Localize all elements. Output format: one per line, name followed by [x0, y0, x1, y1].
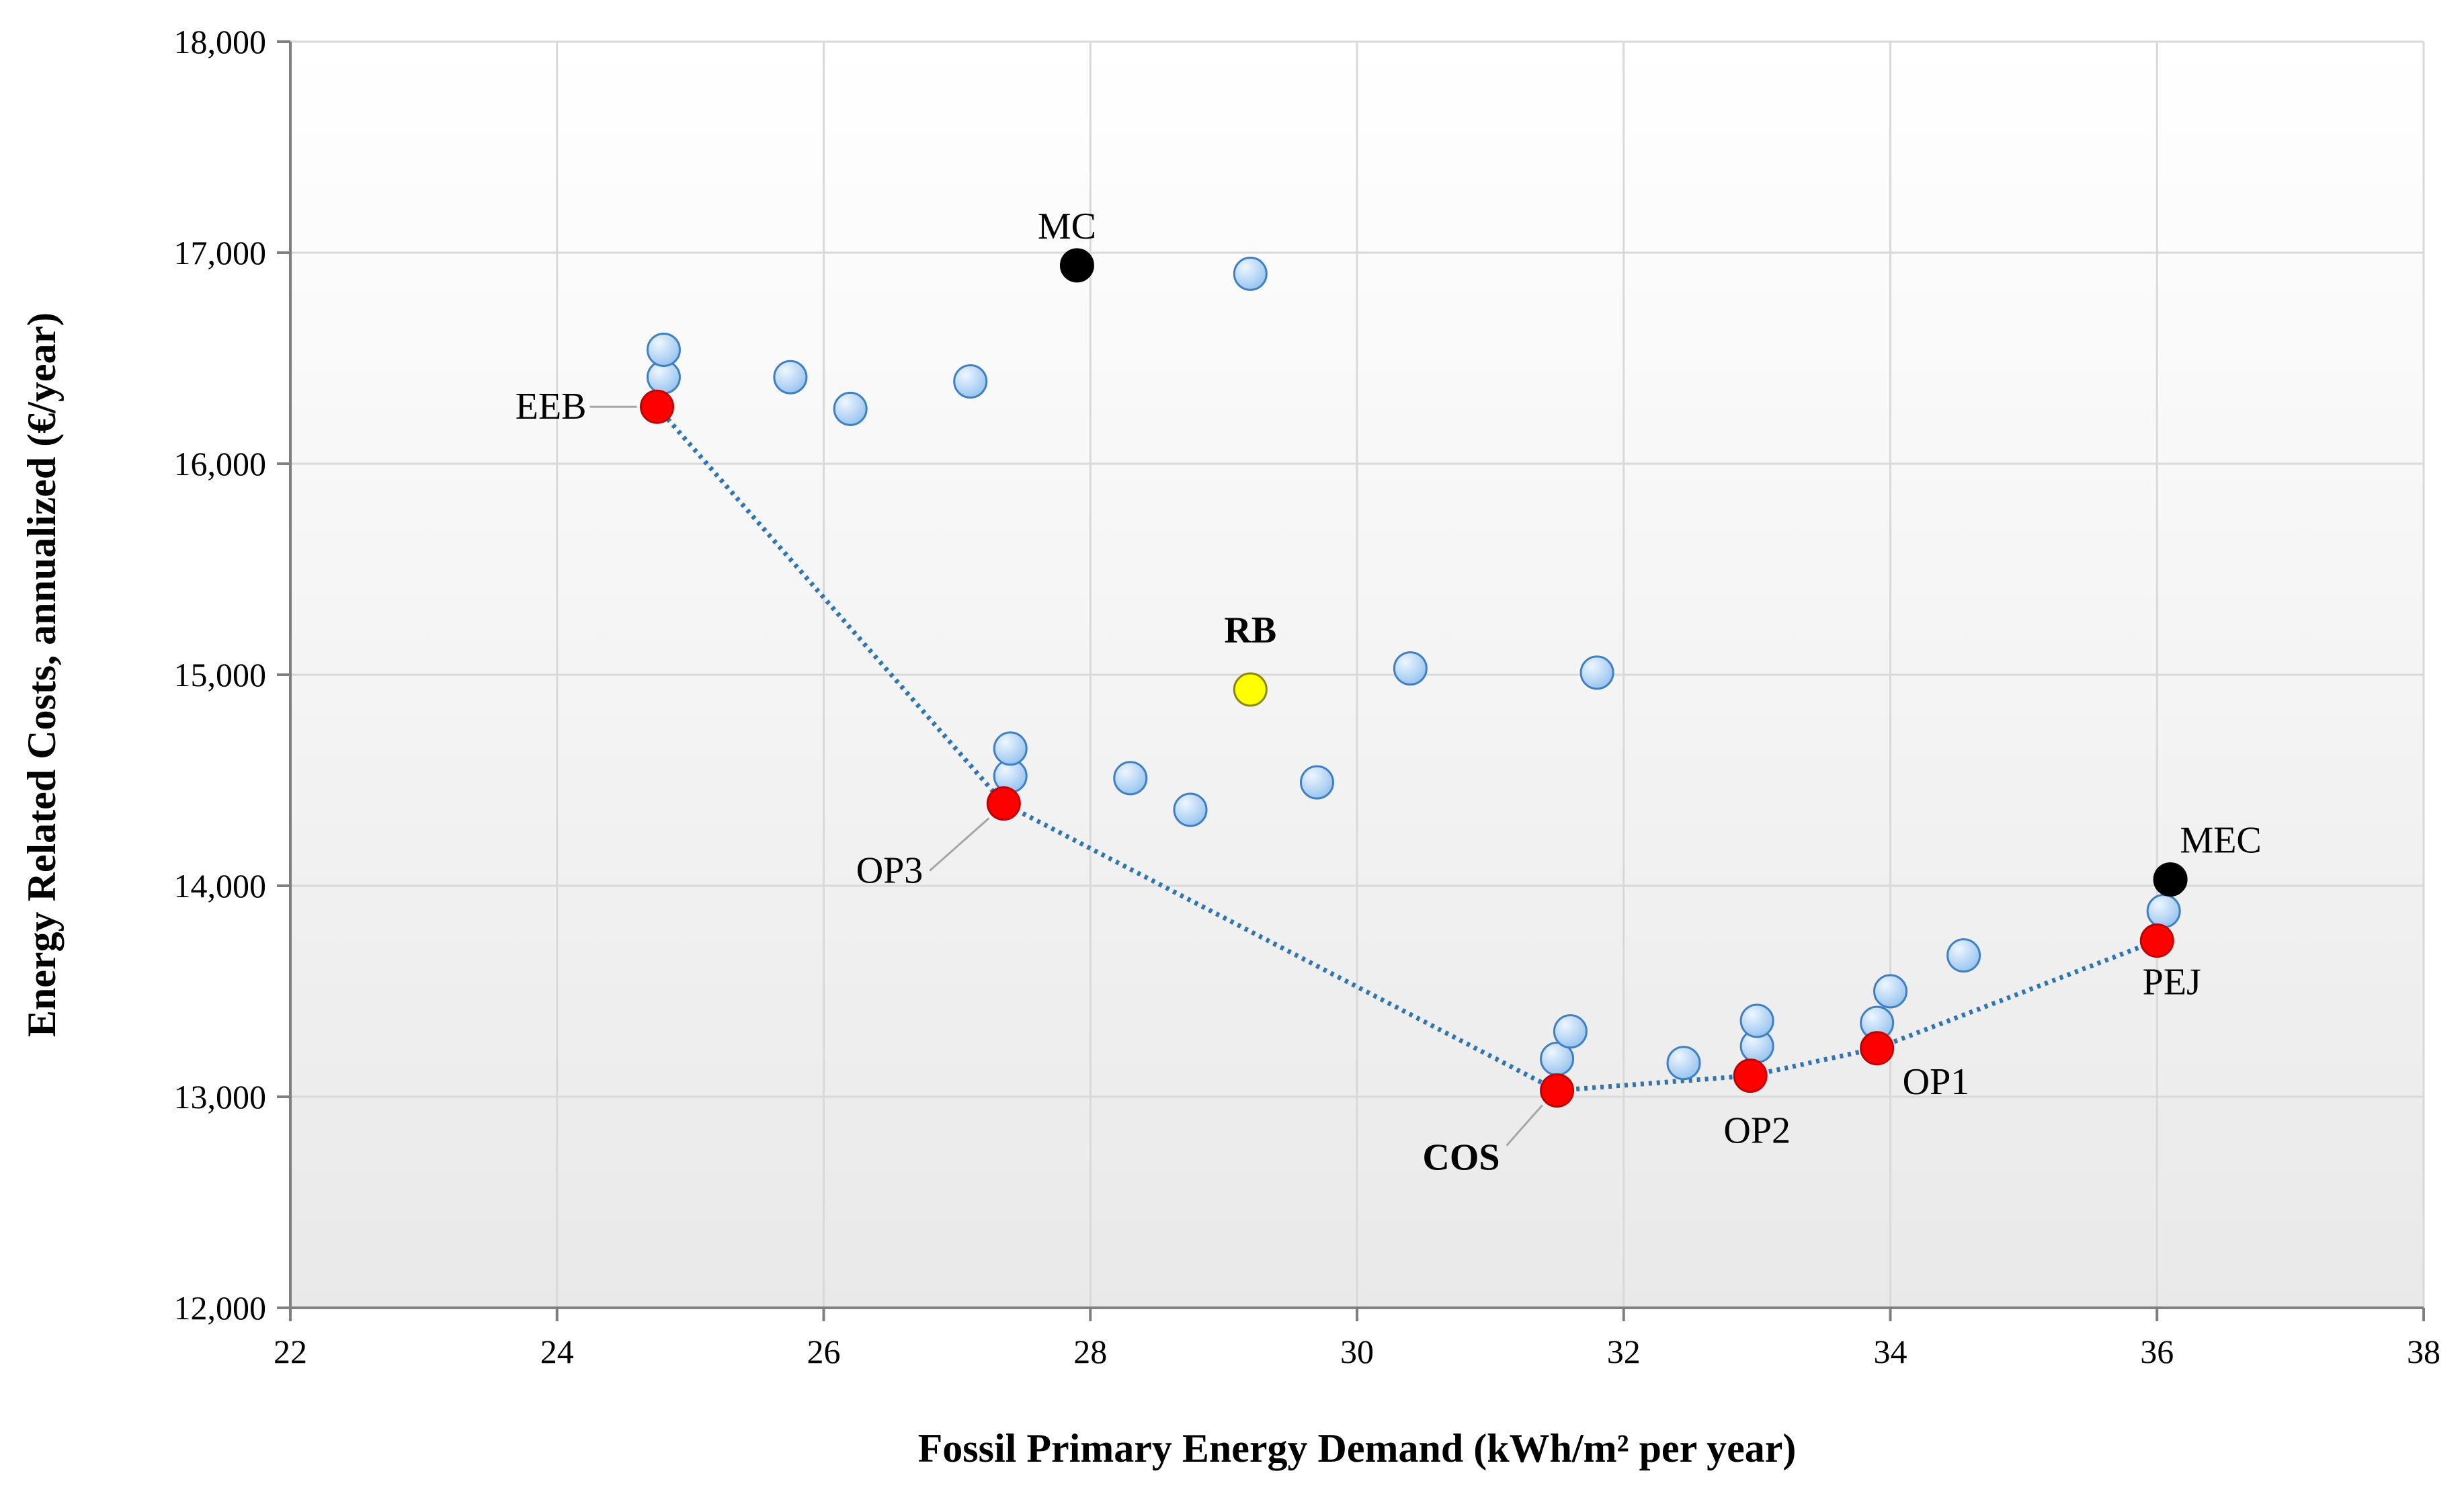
optimal-point-op1 — [1860, 1031, 1895, 1066]
y-tick-label: 15,000 — [174, 656, 267, 694]
candidate-point — [646, 332, 681, 367]
y-tick-label: 18,000 — [174, 23, 267, 60]
y-tick-label: 13,000 — [174, 1078, 267, 1116]
label-leader-op3 — [929, 817, 990, 872]
point-label-cos: COS — [1422, 1137, 1500, 1179]
label-leader-cos — [1506, 1104, 1543, 1147]
optimal-point-op3 — [986, 786, 1021, 821]
candidate-point — [1873, 974, 1907, 1009]
optimal-point-eeb — [640, 389, 675, 424]
candidate-point — [773, 360, 808, 394]
candidate-point — [1739, 1003, 1774, 1038]
candidate-point — [1393, 651, 1428, 686]
x-tick-label: 36 — [2140, 1333, 2174, 1370]
point-label-eeb: EEB — [516, 386, 587, 427]
candidate-point — [2146, 894, 2181, 929]
extreme-point-mc — [1059, 248, 1094, 283]
x-axis-title: Fossil Primary Energy Demand (kWh/m² per… — [918, 1426, 1797, 1470]
extreme-point-mec — [2153, 862, 2188, 897]
point-label-mc: MC — [1038, 206, 1096, 247]
candidate-point — [1113, 761, 1148, 796]
point-label-op2: OP2 — [1723, 1110, 1791, 1152]
data-points — [640, 248, 2188, 1108]
candidate-point — [1946, 938, 1981, 973]
y-tick-label: 16,000 — [174, 445, 267, 483]
point-labels: EEB OP3 COS OP2 OP1 PEJ RB MC MEC — [516, 206, 2262, 1179]
x-tick-label: 38 — [2407, 1333, 2440, 1370]
axes — [277, 40, 2425, 1321]
x-tick-label: 30 — [1340, 1333, 1374, 1370]
tick-labels: 12,000 13,000 14,000 15,000 16,000 17,000 18,0… — [174, 23, 2441, 1370]
candidate-point — [1579, 655, 1614, 690]
x-tick-label: 24 — [540, 1333, 574, 1370]
candidate-point — [833, 391, 868, 426]
x-tick-label: 32 — [1607, 1333, 1641, 1370]
candidate-point — [993, 731, 1028, 766]
point-label-op1: OP1 — [1903, 1061, 1970, 1103]
reference-point-rb — [1233, 672, 1268, 707]
candidate-point — [1173, 792, 1208, 827]
point-label-pej: PEJ — [2143, 962, 2201, 1003]
y-axis-title: Energy Related Costs, annualized (€/year… — [19, 313, 64, 1037]
point-label-rb: RB — [1224, 610, 1276, 651]
candidate-point — [1233, 256, 1268, 291]
candidate-point — [1666, 1046, 1701, 1081]
point-label-mec: MEC — [2180, 820, 2261, 862]
optimal-point-pej — [2139, 923, 2174, 958]
y-tick-label: 17,000 — [174, 234, 267, 272]
x-tick-label: 28 — [1073, 1333, 1107, 1370]
x-tick-label: 22 — [274, 1333, 307, 1370]
x-tick-label: 26 — [807, 1333, 841, 1370]
x-tick-label: 34 — [1874, 1333, 1907, 1370]
candidate-point — [1299, 765, 1334, 800]
y-tick-label: 12,000 — [174, 1289, 267, 1327]
candidate-point — [1553, 1014, 1588, 1049]
point-label-op3: OP3 — [856, 850, 923, 892]
y-tick-label: 14,000 — [174, 867, 267, 905]
candidate-point — [953, 364, 988, 399]
optimal-point-op2 — [1733, 1058, 1768, 1093]
optimal-point-cos — [1540, 1073, 1575, 1108]
